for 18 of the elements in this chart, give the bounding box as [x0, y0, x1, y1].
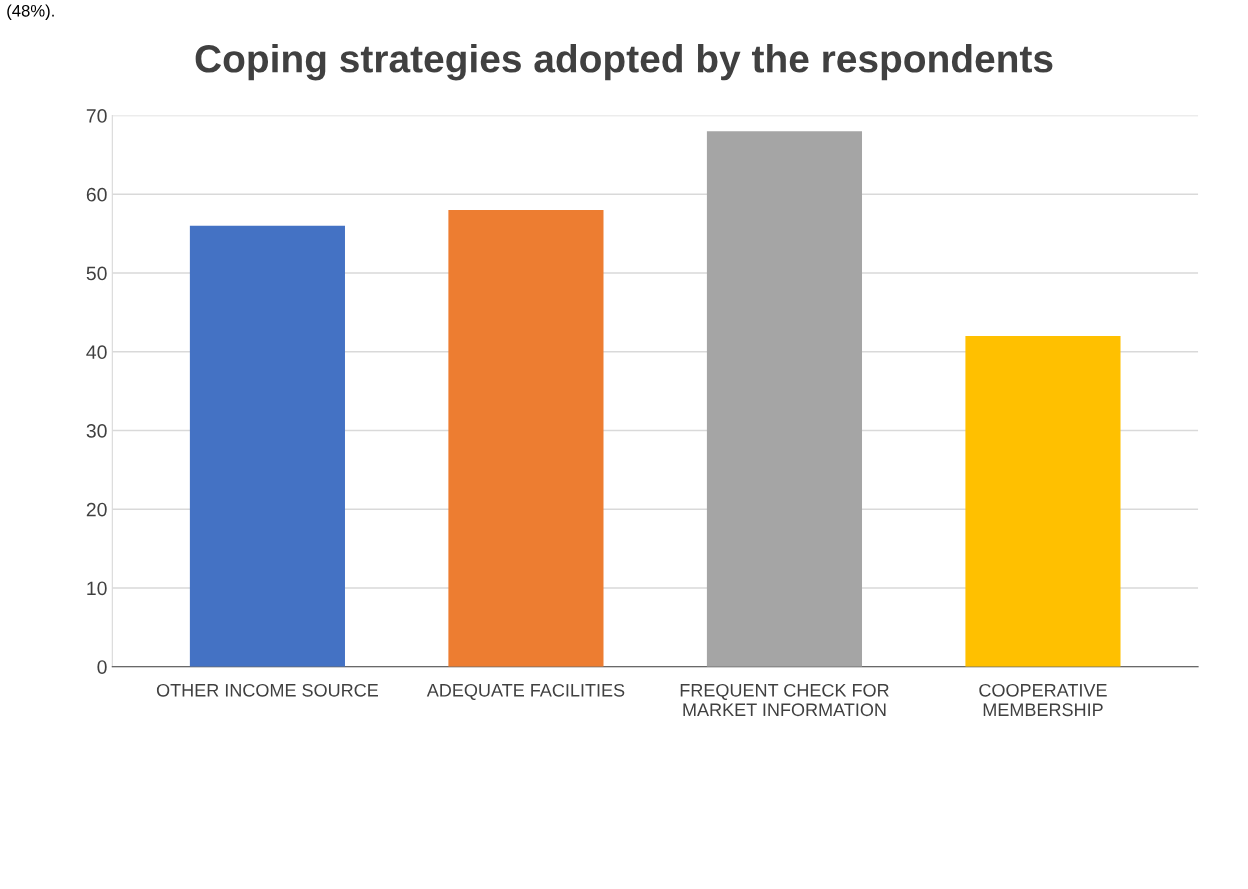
y-tick-label: 20 [86, 502, 107, 517]
x-tick-label: OTHER INCOME SOURCE [156, 683, 378, 697]
bar [189, 225, 345, 667]
y-tick-label: 10 [87, 581, 107, 596]
x-tick-label: FREQUENT CHECK FOR MARKET INFORMATION [680, 683, 889, 717]
y-tick-label: 0 [97, 660, 107, 674]
text: (48%). [7, 4, 54, 20]
x-tick-label: ADEQUATE FACILITIES [426, 683, 625, 700]
bar [448, 210, 604, 667]
bar [965, 336, 1121, 667]
chart-title: Coping strategies adopted by the respondents [195, 44, 1053, 81]
y-tick-label: 50 [86, 266, 107, 281]
y-tick-label: 30 [86, 424, 107, 438]
y-tick-label: 70 [86, 109, 107, 123]
x-tick-label: COOPERATIVE MEMBERSHIP [979, 683, 1107, 717]
y-tick-label: 60 [86, 187, 107, 202]
bar [706, 131, 863, 667]
y-tick-label: 40 [86, 345, 107, 360]
